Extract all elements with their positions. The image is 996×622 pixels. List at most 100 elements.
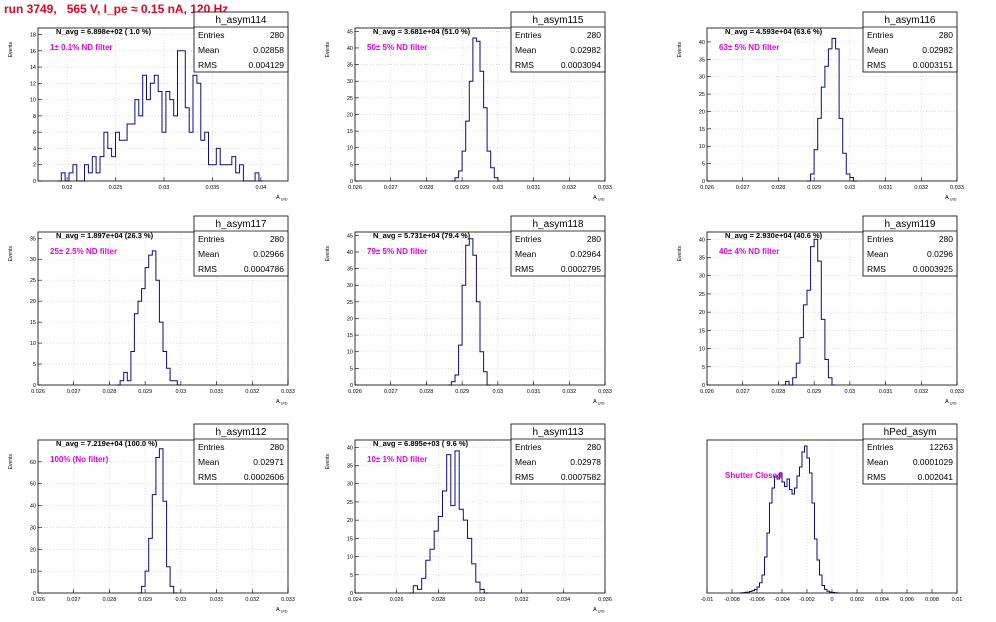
x-tick-label: 0.04 bbox=[256, 185, 267, 191]
stats-value: 280 bbox=[587, 30, 601, 40]
x-tick-label: 0.026 bbox=[31, 389, 45, 395]
histogram-name: hPed_asym bbox=[884, 427, 937, 438]
histogram-series bbox=[451, 37, 502, 182]
x-tick-label: 0.031 bbox=[210, 597, 224, 603]
x-tick-label: 0.03 bbox=[175, 597, 186, 603]
y-axis-label: Events bbox=[677, 42, 683, 58]
y-tick-label: 35 bbox=[347, 267, 353, 273]
y-tick-label: 30 bbox=[30, 525, 36, 531]
y-axis-label: Events bbox=[325, 42, 331, 58]
x-tick-label: 0.026 bbox=[348, 185, 362, 191]
x-tick-label: -0.01 bbox=[701, 597, 714, 603]
stats-key: Entries bbox=[198, 30, 224, 40]
stats-key: Entries bbox=[515, 234, 541, 244]
x-tick-label: 0.006 bbox=[900, 597, 914, 603]
stats-value: 0.0001029 bbox=[913, 457, 953, 467]
x-tick-label: 0.032 bbox=[914, 389, 928, 395]
y-tick-label: 20 bbox=[347, 112, 353, 118]
y-tick-label: 5 bbox=[350, 366, 353, 372]
y-tick-label: 20 bbox=[347, 518, 353, 524]
y-tick-label: 0 bbox=[33, 591, 36, 597]
navg-label: N_avg = 5.731e+04 (79.4 %) bbox=[373, 231, 471, 240]
stats-value: 0.0002606 bbox=[244, 472, 284, 482]
x-axis-label: AUID bbox=[276, 607, 288, 614]
y-tick-label: 45 bbox=[347, 29, 353, 35]
x-tick-label: 0.033 bbox=[281, 389, 295, 395]
stats-key: Entries bbox=[198, 442, 224, 452]
x-axis-label: AUID bbox=[276, 195, 288, 202]
x-tick-label: 0.028 bbox=[772, 389, 786, 395]
navg-label: N_avg = 7.219e+04 (100.0 %) bbox=[56, 439, 158, 448]
x-tick-label: 0.033 bbox=[598, 389, 612, 395]
x-tick-label: 0.032 bbox=[515, 597, 529, 603]
histogram-panel: 0.026 0.027 0.028 0.029 0.03 0.031 0.032 0.033 0… bbox=[8, 215, 295, 406]
y-tick-label: 25 bbox=[347, 300, 353, 306]
histogram-name: h_asym112 bbox=[216, 427, 267, 438]
stats-value: 280 bbox=[587, 234, 601, 244]
x-axis-label: AUID bbox=[593, 399, 605, 406]
stats-value: 0.004129 bbox=[249, 60, 285, 70]
plot-frame bbox=[354, 231, 606, 386]
x-tick-label: 0.029 bbox=[455, 389, 469, 395]
stats-box bbox=[510, 215, 606, 277]
stats-key: Mean bbox=[198, 457, 220, 467]
x-tick-label: 0.029 bbox=[455, 185, 469, 191]
x-tick-label: -0.006 bbox=[749, 597, 765, 603]
y-tick-label: 10 bbox=[347, 350, 353, 356]
histogram-panel: 0.024 0.026 0.028 0.03 0.032 0.034 0.036 0 5 10 15… bbox=[325, 423, 612, 614]
navg-label: N_avg = 6.895e+03 ( 9.6 %) bbox=[373, 439, 469, 448]
filter-annotation: 50± 5% ND filter bbox=[367, 43, 427, 52]
histogram-name: h_asym113 bbox=[533, 427, 584, 438]
y-tick-label: 10 bbox=[699, 347, 705, 353]
plot-frame bbox=[37, 439, 289, 594]
filter-annotation: 79± 5% ND filter bbox=[367, 247, 427, 256]
x-tick-label: 0.026 bbox=[700, 389, 714, 395]
y-tick-label: 30 bbox=[347, 79, 353, 85]
stats-value: 0.002041 bbox=[918, 472, 954, 482]
y-tick-label: 14 bbox=[30, 65, 36, 71]
stats-value: 0.02982 bbox=[922, 45, 953, 55]
y-tick-label: 35 bbox=[699, 256, 705, 262]
stats-key: Mean bbox=[198, 45, 220, 55]
y-tick-label: 0 bbox=[33, 383, 36, 389]
y-tick-label: 20 bbox=[30, 299, 36, 305]
histogram-series bbox=[447, 238, 491, 386]
y-tick-label: 8 bbox=[33, 114, 36, 120]
y-tick-label: 40 bbox=[699, 237, 705, 243]
stats-value: 0.0002795 bbox=[561, 264, 601, 274]
x-tick-label: 0.032 bbox=[245, 389, 259, 395]
stats-box bbox=[510, 11, 606, 73]
stats-value: 0.0007582 bbox=[561, 472, 601, 482]
y-tick-label: 25 bbox=[30, 278, 36, 284]
y-tick-label: 0 bbox=[350, 179, 353, 185]
stats-key: RMS bbox=[867, 60, 886, 70]
y-tick-label: 0 bbox=[33, 179, 36, 185]
filter-annotation: 10± 1% ND filter bbox=[367, 455, 427, 464]
y-tick-label: 35 bbox=[699, 57, 705, 63]
y-tick-label: 15 bbox=[699, 328, 705, 334]
x-tick-label: 0.031 bbox=[879, 185, 893, 191]
x-tick-label: 0.032 bbox=[562, 185, 576, 191]
stats-key: Entries bbox=[867, 442, 893, 452]
y-tick-label: 10 bbox=[347, 146, 353, 152]
x-tick-label: 0 bbox=[830, 597, 833, 603]
navg-label: N_avg = 2.930e+04 (40.6 %) bbox=[725, 231, 823, 240]
x-tick-label: 0.029 bbox=[138, 597, 152, 603]
histogram-panel: 0.02 0.025 0.03 0.035 0.04 0 2 4 6 8 10 12 14 16 18 AUI… bbox=[8, 11, 289, 202]
y-tick-label: 5 bbox=[350, 162, 353, 168]
stats-key: Mean bbox=[515, 45, 537, 55]
x-tick-label: 0.03 bbox=[844, 185, 855, 191]
x-tick-label: 0.002 bbox=[850, 597, 864, 603]
stats-value: 0.02978 bbox=[570, 457, 601, 467]
y-tick-label: 0 bbox=[702, 179, 705, 185]
filter-annotation: 63± 5% ND filter bbox=[719, 43, 779, 52]
histogram-series bbox=[116, 250, 181, 386]
x-tick-label: 0.035 bbox=[206, 185, 220, 191]
x-tick-label: 0.028 bbox=[431, 597, 445, 603]
y-tick-label: 15 bbox=[347, 536, 353, 542]
x-tick-label: 0.029 bbox=[138, 389, 152, 395]
stats-value: 280 bbox=[270, 30, 284, 40]
y-tick-label: 40 bbox=[347, 46, 353, 52]
y-tick-label: 40 bbox=[30, 504, 36, 510]
y-tick-label: 45 bbox=[347, 233, 353, 239]
